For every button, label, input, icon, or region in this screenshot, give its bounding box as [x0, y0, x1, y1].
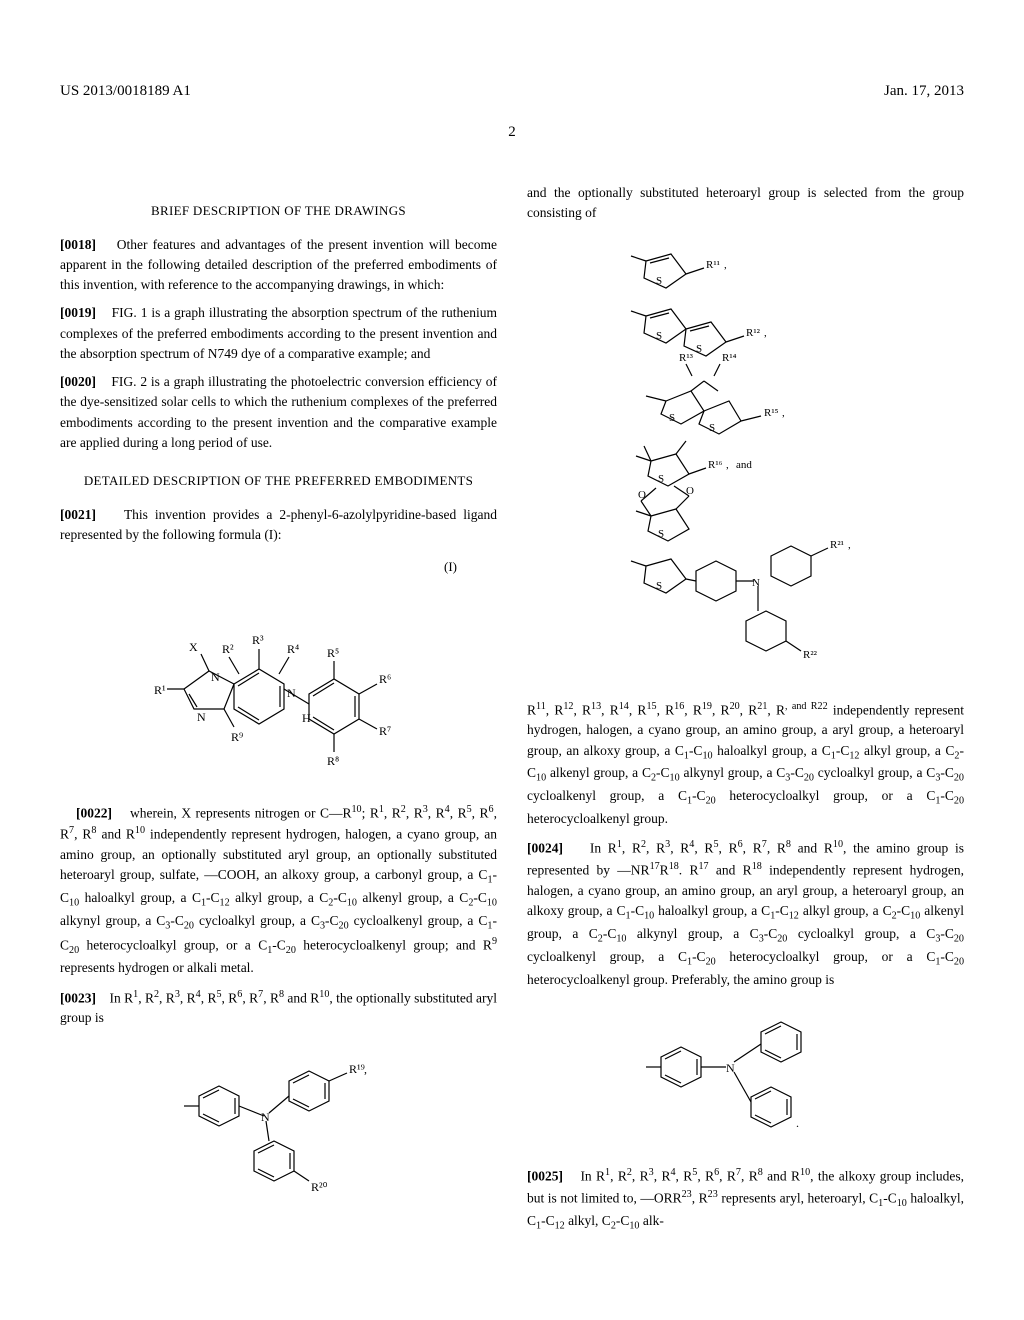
label-r5: R⁵: [327, 646, 339, 660]
svg-text:R²¹: R²¹: [830, 539, 844, 551]
svg-text:S: S: [709, 422, 715, 434]
label-r19: R¹⁹: [349, 1062, 365, 1076]
paragraph-0024: [0024] In R1, R2, R3, R4, R5, R6, R7, R8…: [527, 837, 964, 990]
para-label: [0023]: [60, 990, 96, 1005]
chemical-structures-heteroaryl: S R¹¹ , S S R¹² , R¹³ R¹⁴ S S R¹⁵ , S R¹…: [527, 236, 964, 683]
svg-text:R¹¹: R¹¹: [706, 259, 720, 271]
svg-text:and: and: [736, 459, 752, 471]
label-r2: R²: [222, 642, 234, 656]
svg-text:,: ,: [782, 407, 785, 419]
label-r20: R²⁰: [311, 1180, 328, 1194]
left-column: BRIEF DESCRIPTION OF THE DRAWINGS [0018]…: [60, 183, 497, 1242]
label-n: N: [261, 1110, 270, 1124]
chemical-structure-amino: N .: [527, 1002, 964, 1149]
svg-text:R¹⁶: R¹⁶: [708, 459, 723, 471]
svg-text:N: N: [197, 710, 206, 724]
svg-text:,: ,: [364, 1062, 367, 1076]
para-label: [0018]: [60, 237, 96, 252]
svg-text:S: S: [656, 330, 662, 342]
label-r8: R⁸: [327, 754, 339, 768]
svg-text:S: S: [656, 580, 662, 592]
para-text: FIG. 1 is a graph illustrating the absor…: [60, 305, 497, 361]
paragraph-0019: [0019] FIG. 1 is a graph illustrating th…: [60, 303, 497, 364]
svg-text:,: ,: [764, 327, 767, 339]
patent-number: US 2013/0018189 A1: [60, 80, 191, 103]
para-label: [0024]: [527, 841, 563, 856]
label-x: X: [189, 640, 198, 654]
paragraph-0022: [0022] wherein, X represents nitrogen or…: [60, 802, 497, 979]
svg-text:.: .: [796, 1116, 799, 1130]
right-column: and the optionally substituted heteroary…: [527, 183, 964, 1242]
svg-text:R¹²: R¹²: [746, 327, 761, 339]
svg-text:O: O: [638, 489, 646, 501]
patent-date: Jan. 17, 2013: [884, 80, 964, 103]
svg-text:,: ,: [724, 259, 727, 271]
section-heading-drawings: BRIEF DESCRIPTION OF THE DRAWINGS: [60, 201, 497, 221]
formula-label: (I): [60, 557, 497, 577]
label-r1: R¹: [154, 683, 166, 697]
svg-text:S: S: [656, 275, 662, 287]
label-r4: R⁴: [287, 642, 299, 656]
label-n: N: [211, 670, 220, 684]
svg-text:N: N: [287, 686, 296, 700]
para-text: Other features and advantages of the pre…: [60, 237, 497, 293]
para-text: FIG. 2 is a graph illustrating the photo…: [60, 374, 497, 450]
svg-text:O: O: [686, 485, 694, 497]
paragraph-0025: [0025] In R1, R2, R3, R4, R5, R6, R7, R8…: [527, 1165, 964, 1234]
svg-text:S: S: [658, 473, 664, 485]
intro-text: and the optionally substituted heteroary…: [527, 183, 964, 224]
svg-text:R¹⁴: R¹⁴: [722, 352, 737, 364]
label-r6: R⁶: [379, 672, 391, 686]
page-header: US 2013/0018189 A1 Jan. 17, 2013: [60, 80, 964, 103]
label-h: H: [302, 711, 311, 725]
chemical-structure-formula-i: R¹ X N N R² R³ R⁴ N R⁵ R⁶ R⁷ R⁸ H R⁹: [60, 589, 497, 786]
para-label: [0025]: [527, 1169, 563, 1184]
svg-text:,: ,: [848, 539, 851, 551]
paragraph-0021: [0021] This invention provides a 2-pheny…: [60, 505, 497, 546]
para-label: [0022]: [76, 805, 112, 820]
paragraph-0020: [0020] FIG. 2 is a graph illustrating th…: [60, 372, 497, 453]
para-label: [0020]: [60, 374, 96, 389]
section-heading-detailed: DETAILED DESCRIPTION OF THE PREFERRED EM…: [60, 471, 497, 491]
svg-text:N: N: [752, 577, 760, 589]
label-r7: R⁷: [379, 724, 391, 738]
svg-text:,: ,: [726, 459, 729, 471]
two-column-layout: BRIEF DESCRIPTION OF THE DRAWINGS [0018]…: [60, 183, 964, 1242]
svg-text:R¹³: R¹³: [679, 352, 694, 364]
label-r3: R³: [252, 633, 264, 647]
para-label: [0021]: [60, 507, 96, 522]
para-text: This invention provides a 2-phenyl-6-azo…: [60, 507, 497, 542]
page-number: 2: [60, 121, 964, 144]
paragraph-0018: [0018] Other features and advantages of …: [60, 235, 497, 296]
label-r9: R⁹: [231, 730, 243, 744]
paragraph-0023: [0023] In R1, R2, R3, R4, R5, R6, R7, R8…: [60, 987, 497, 1029]
svg-text:S: S: [696, 343, 702, 355]
svg-text:R¹⁵: R¹⁵: [764, 407, 779, 419]
chemical-structure-aryl: N R¹⁹ , R²⁰: [60, 1041, 497, 1218]
svg-text:S: S: [658, 528, 664, 540]
svg-text:N: N: [726, 1061, 735, 1075]
svg-text:S: S: [669, 412, 675, 424]
para-label: [0019]: [60, 305, 96, 320]
svg-text:R²²: R²²: [803, 649, 818, 661]
r-list-text: R11, R12, R13, R14, R15, R16, R19, R20, …: [527, 699, 964, 830]
